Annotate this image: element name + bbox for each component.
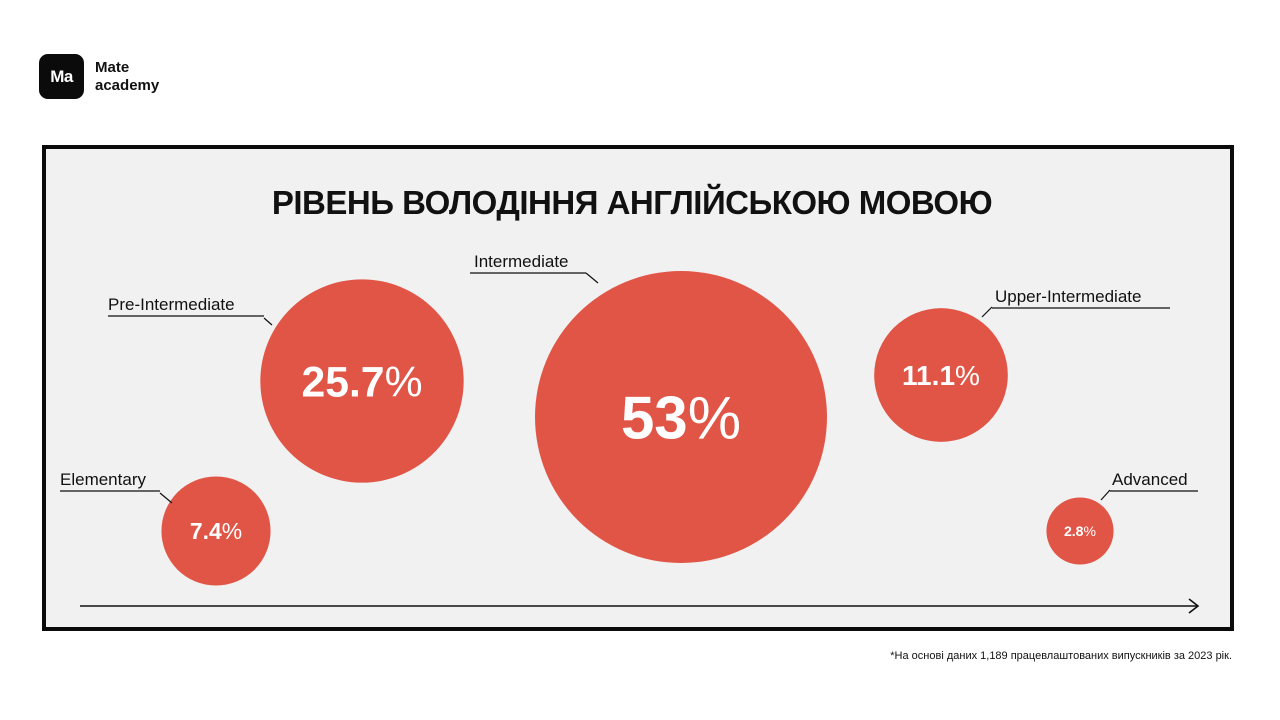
logo-text: Mate academy (95, 59, 159, 95)
label-leader-line (981, 306, 993, 318)
bubble-value-label: 7.4% (190, 518, 242, 544)
bubble-value-label: 11.1% (902, 360, 980, 391)
label-leader-line (159, 492, 173, 504)
bubble-intermediate (535, 271, 827, 563)
bubble-group-pre-intermediate: 25.7% Pre-Intermediate (108, 279, 464, 483)
logo-name-line1: Mate (95, 58, 130, 76)
bubble-group-advanced: 2.8% Advanced (1046, 470, 1198, 565)
bubbles-layer: 7.4% Elementary 25.7% Pre-Intermediate 53% In… (60, 252, 1198, 586)
label-leader-line (1100, 489, 1111, 501)
bubble-pre-intermediate (260, 279, 464, 483)
footnote: *На основі даних 1,189 працевлаштованих … (890, 650, 1232, 662)
bubble-elementary (161, 476, 271, 586)
chart-title: РІВЕНЬ ВОЛОДІННЯ АНГЛІЙСЬКОЮ МОВОЮ (272, 183, 992, 221)
bubble-group-elementary: 7.4% Elementary (60, 470, 271, 586)
bubble-value-label: 25.7% (301, 358, 422, 406)
brand-logo: Ma Mate academy (39, 54, 159, 99)
bubble-group-upper-intermediate: 11.1% Upper-Intermediate (874, 287, 1170, 442)
category-label: Intermediate (474, 252, 569, 271)
bubble-upper-intermediate (874, 308, 1008, 442)
progress-axis (80, 598, 1200, 614)
axis-arrowhead (1188, 598, 1200, 614)
bubble-value-label: 53% (621, 385, 741, 452)
bubble-group-intermediate: 53% Intermediate (470, 252, 827, 563)
label-leader-line (263, 317, 273, 326)
logo-mark: Ma (39, 54, 84, 99)
category-label: Pre-Intermediate (108, 295, 235, 314)
bubble-value-label: 2.8% (1064, 523, 1097, 539)
category-label: Upper-Intermediate (995, 287, 1141, 306)
label-leader-line (585, 272, 599, 284)
category-label: Elementary (60, 470, 146, 489)
category-label: Advanced (1112, 470, 1188, 489)
bubble-advanced (1046, 497, 1114, 565)
logo-name-line2: academy (95, 76, 160, 94)
